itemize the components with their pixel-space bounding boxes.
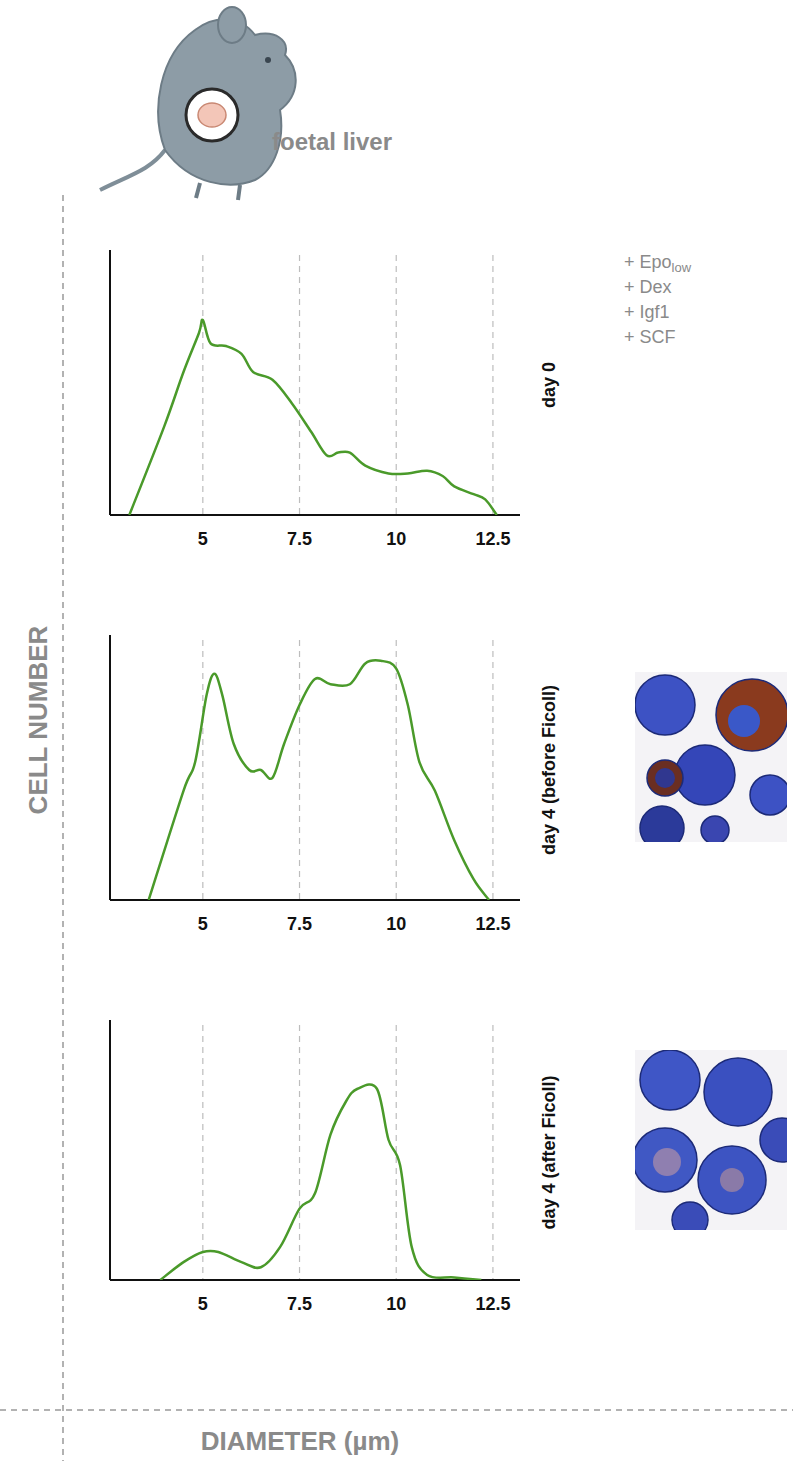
x-axis-title: DIAMETER (µm) [201,1426,399,1456]
cells [635,675,787,842]
condition: + Dex [624,277,672,297]
nucleus [720,1168,744,1192]
condition-text: + Epo [624,252,672,272]
mouse-illustration [100,7,296,200]
grid-line [299,1025,300,1280]
grid-line [396,640,397,900]
grid-line [202,255,203,515]
cell [640,1050,700,1110]
condition: + Epolow [624,252,692,275]
cells [635,1050,787,1230]
cell [635,1128,697,1192]
nucleus [655,768,675,788]
mouse-feet [196,183,240,200]
tick-label: 10 [386,1294,406,1314]
mouse-tail [100,150,165,190]
grid-line [492,255,493,515]
panel: 5 7.5 10 12.5 day 0 [110,250,559,549]
y-axis [109,1020,111,1280]
cell [672,1202,708,1230]
tick-label: 7.5 [287,914,312,934]
tick-label: 5 [198,914,208,934]
nucleus [728,705,760,737]
cell [750,775,787,815]
tick-label: 7.5 [287,529,312,549]
grid-line [299,255,300,515]
cell [701,816,729,842]
mouse-ear [218,7,246,43]
tick-label: 7.5 [287,1294,312,1314]
cell [640,806,684,842]
tick-label: 10 [386,529,406,549]
cell [675,745,735,805]
tick-label: 12.5 [475,914,510,934]
frame-line [0,1409,793,1411]
condition: + SCF [624,327,676,347]
condition-subscript: low [672,260,692,275]
plot-area [129,320,496,515]
cell [635,675,695,735]
plot-area [160,1084,481,1280]
panel-title: day 0 [539,362,559,408]
panel: 5 7.5 10 12.5 day 4 (before Ficoll) [110,635,559,934]
panel-title: day 4 (before Ficoll) [539,685,559,855]
tick-label: 5 [198,1294,208,1314]
cell [647,760,683,796]
tick-label: 12.5 [475,529,510,549]
tick-label: 12.5 [475,1294,510,1314]
figure-title: foetal liver [272,128,392,155]
grid-line [396,255,397,515]
grid-line [202,640,203,900]
tick-label: 10 [386,914,406,934]
grid-line [299,640,300,900]
grid-line [492,640,493,900]
micrograph [635,672,790,850]
grid-line [202,1025,203,1280]
panel: 5 7.5 10 12.5 day 4 (after Ficoll) [110,1020,559,1314]
cell [716,679,787,751]
cell [698,1146,766,1214]
micrograph [633,1050,793,1238]
nucleus [653,1148,681,1176]
x-axis [110,514,520,516]
plot-area [149,660,489,900]
grid-line [492,1025,493,1280]
embryo [198,103,226,127]
y-axis [109,635,111,900]
frame-line [62,195,64,1461]
size-distribution-line [149,660,489,900]
y-axis [109,250,111,515]
cell [704,1058,772,1126]
tick-label: 5 [198,529,208,549]
condition: + Igf1 [624,302,670,322]
x-axis [110,899,520,901]
mouse-body [158,19,295,184]
size-distribution-line [160,1084,481,1280]
cell [760,1118,787,1162]
mouse-eye [265,57,271,63]
figure: foetal liver + Epolow+ Dex + Igf1 + SCF CELL… [0,0,793,1461]
mouse-womb [186,89,238,141]
size-distribution-line [129,320,496,515]
panel-title: day 4 (after Ficoll) [539,1075,559,1229]
y-axis-title: CELL NUMBER [23,625,53,814]
x-axis [110,1279,520,1281]
